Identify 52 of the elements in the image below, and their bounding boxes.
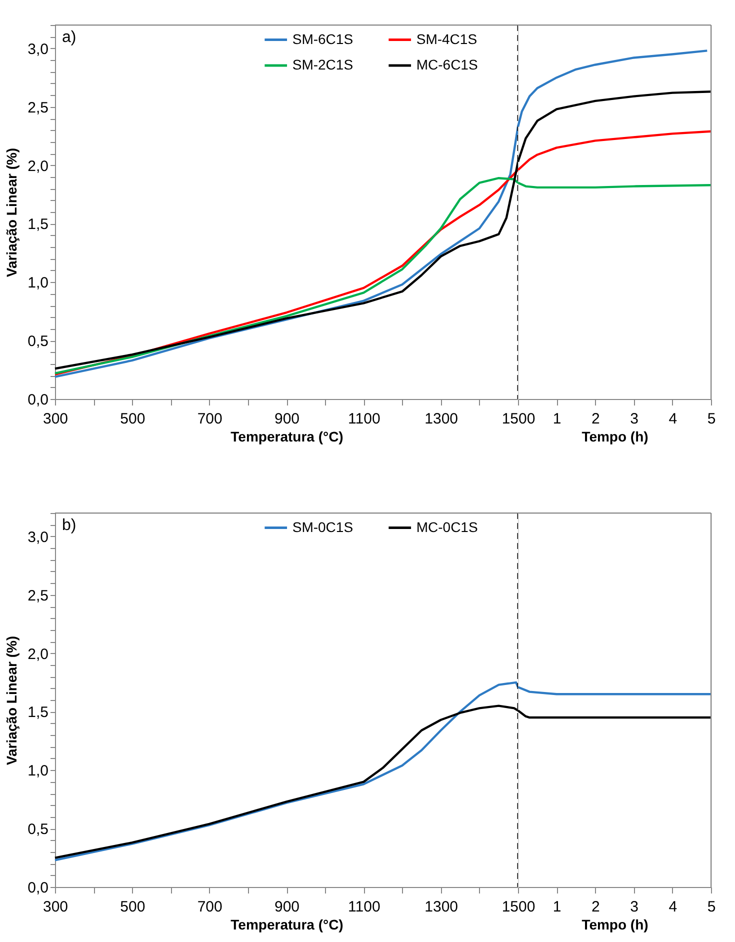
y-tick-label: 1,5 <box>28 216 48 234</box>
x-tick-label: 2 <box>592 898 600 916</box>
y-tick-label: 1,5 <box>28 704 48 722</box>
x-tick-label: 5 <box>707 898 716 916</box>
y-tick-label: 0,5 <box>28 333 48 350</box>
x-tick-label: 700 <box>197 410 222 428</box>
legend-label: SM-6C1S <box>292 30 354 47</box>
x-tick-label: 3 <box>630 410 638 428</box>
x-tick-label: 1500 <box>502 410 536 428</box>
legend-label: MC-0C1S <box>416 518 478 535</box>
legend-label: SM-4C1S <box>416 30 478 47</box>
x-tick-label: 300 <box>42 898 68 916</box>
x-tick-label: 4 <box>668 898 678 916</box>
legend-label: SM-0C1S <box>292 518 354 535</box>
x-axis-title: Tempo (h) <box>582 916 648 932</box>
x-tick-label: 700 <box>197 898 222 916</box>
y-tick-label: 3,0 <box>28 528 48 546</box>
legend-label: SM-2C1S <box>292 56 354 72</box>
x-axis-title: Tempo (h) <box>582 428 648 444</box>
x-tick-label: 900 <box>274 410 300 428</box>
y-tick-label: 2,5 <box>28 99 48 116</box>
y-tick-label: 2,0 <box>28 646 48 663</box>
x-tick-label: 2 <box>592 410 600 428</box>
x-tick-label: 1300 <box>424 898 458 916</box>
y-tick-label: 1,0 <box>28 274 48 292</box>
annotation: b) <box>62 517 76 534</box>
x-tick-label: 4 <box>668 410 678 428</box>
y-tick-label: 3,0 <box>28 40 48 58</box>
x-tick-label: 5 <box>707 410 716 428</box>
y-tick-label: 2,0 <box>28 158 48 175</box>
x-tick-label: 3 <box>630 898 638 916</box>
x-tick-label: 500 <box>120 898 146 916</box>
x-tick-label: 1500 <box>502 898 536 916</box>
y-axis-title: Variação Linear (%) <box>4 636 20 766</box>
y-tick-label: 0,5 <box>28 821 48 838</box>
x-axis-title: Temperatura (°C) <box>230 916 344 932</box>
x-tick-label: 1 <box>552 410 562 428</box>
y-tick-label: 1,0 <box>28 762 48 780</box>
legend-label: MC-6C1S <box>416 56 478 72</box>
y-tick-label: 2,5 <box>28 587 48 604</box>
y-tick-label: 0,0 <box>28 880 48 896</box>
annotation: a) <box>62 29 76 46</box>
x-tick-label: 500 <box>120 410 146 428</box>
x-axis-title: Temperatura (°C) <box>230 428 344 444</box>
x-tick-label: 900 <box>274 898 300 916</box>
x-tick-label: 1300 <box>424 410 458 428</box>
x-tick-label: 1100 <box>348 410 380 428</box>
y-tick-label: 0,0 <box>28 392 48 408</box>
x-tick-label: 300 <box>42 410 68 428</box>
x-tick-label: 1100 <box>348 898 380 916</box>
y-axis-title: Variação Linear (%) <box>4 148 20 278</box>
x-tick-label: 1 <box>552 898 562 916</box>
